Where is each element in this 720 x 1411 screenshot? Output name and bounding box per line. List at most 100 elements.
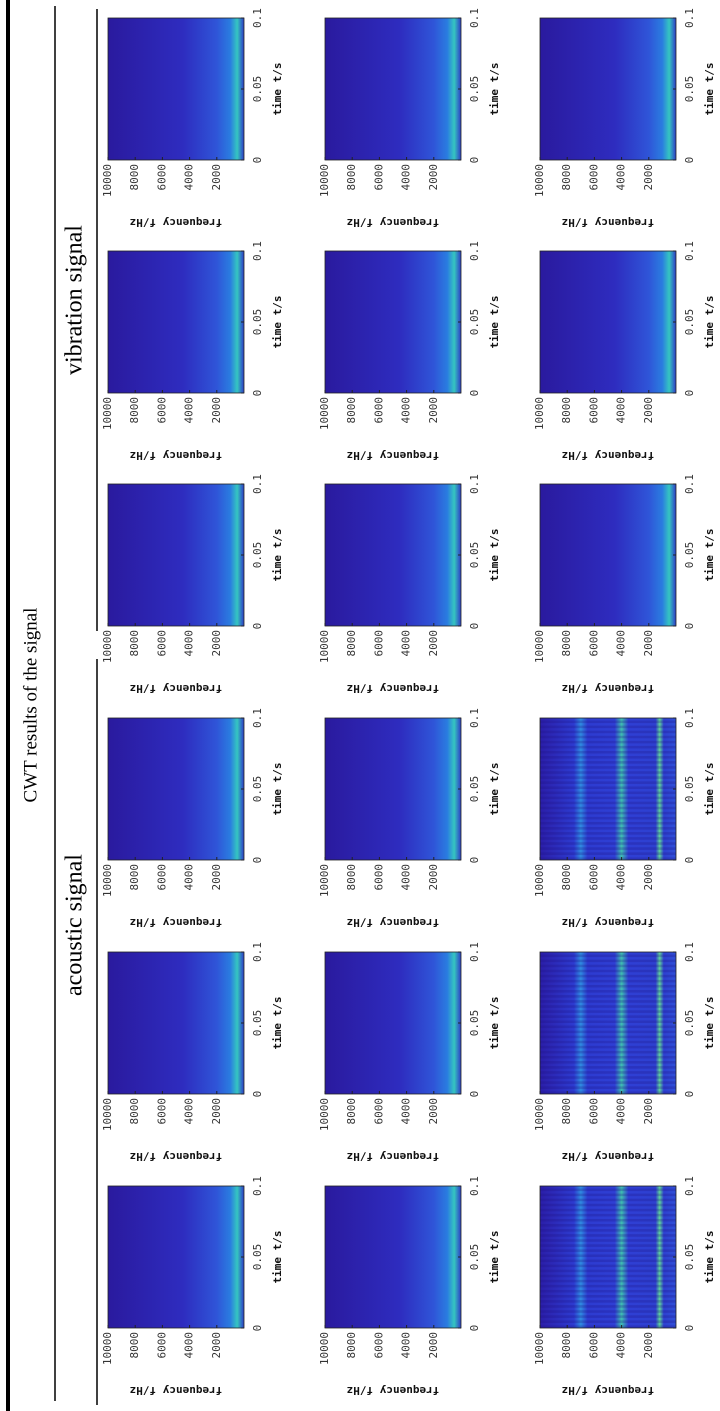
x-tick-label: 0	[251, 1325, 264, 1332]
x-tick-label: 0.1	[683, 942, 696, 962]
cwt-texture	[540, 832, 676, 835]
y-tick-label: 10000	[101, 864, 114, 897]
y-tick-label: 8000	[560, 164, 573, 191]
cwt-texture	[540, 776, 676, 779]
x-tick-label: 0	[468, 390, 481, 397]
y-axis-label: frequency f/Hz	[130, 682, 223, 695]
y-axis-label: frequency f/Hz	[347, 216, 440, 229]
x-axis-label: time t/s	[703, 1231, 716, 1284]
x-axis-label: time t/s	[271, 763, 284, 816]
x-tick-label: 0.1	[683, 474, 696, 494]
y-tick-label: 10000	[101, 397, 114, 430]
cwt-texture	[540, 1310, 676, 1313]
cwt-texture	[540, 1280, 676, 1283]
y-axis-label: frequency f/Hz	[347, 1150, 440, 1163]
cwt-texture	[540, 766, 676, 769]
y-tick-label: 2000	[427, 397, 440, 424]
y-tick-label: 8000	[345, 397, 358, 424]
cwt-texture	[540, 995, 676, 998]
y-tick-label: 6000	[587, 164, 600, 191]
cwt-texture	[540, 1199, 676, 1202]
cwt-texture	[540, 1194, 676, 1197]
cwt-texture	[540, 1260, 676, 1263]
x-tick-label: 0	[468, 1091, 481, 1098]
x-tick-label: 0.1	[468, 8, 481, 28]
x-tick-label: 0.1	[683, 1176, 696, 1196]
cwt-texture	[540, 1061, 676, 1064]
x-axis-label: time t/s	[703, 763, 716, 816]
cwt-texture	[540, 1015, 676, 1018]
x-tick-label: 0.05	[468, 76, 481, 103]
y-tick-label: 8000	[560, 1332, 573, 1359]
y-tick-label: 6000	[372, 864, 385, 891]
cwt-texture	[540, 781, 676, 784]
y-tick-label: 10000	[101, 630, 114, 663]
x-axis-label: time t/s	[488, 763, 501, 816]
figure: CWT results of the signal acoustic signa…	[0, 0, 720, 1411]
y-axis-label: frequency f/Hz	[562, 1384, 655, 1397]
x-tick-label: 0.05	[468, 1010, 481, 1037]
cwt-texture	[540, 827, 676, 830]
cwt-texture	[540, 1000, 676, 1003]
y-tick-label: 4000	[400, 164, 413, 191]
cwt-texture	[540, 1290, 676, 1293]
y-tick-label: 6000	[155, 630, 168, 657]
y-tick-label: 8000	[345, 1332, 358, 1359]
y-axis-label: frequency f/Hz	[130, 1384, 223, 1397]
cwt-texture	[540, 1189, 676, 1192]
y-tick-label: 6000	[155, 864, 168, 891]
y-tick-label: 2000	[427, 164, 440, 191]
cwt-texture	[540, 807, 676, 810]
cwt-texture	[540, 1229, 676, 1232]
x-tick-label: 0.05	[683, 1244, 696, 1271]
x-tick-label: 0.05	[468, 776, 481, 803]
y-tick-label: 10000	[101, 1098, 114, 1131]
y-tick-label: 2000	[210, 1332, 223, 1359]
x-tick-label: 0	[468, 857, 481, 864]
cwt-texture	[540, 1315, 676, 1318]
x-tick-label: 0.1	[251, 1176, 264, 1196]
y-tick-label: 8000	[128, 1332, 141, 1359]
cwt-texture	[540, 960, 676, 963]
y-tick-label: 10000	[533, 164, 546, 197]
y-tick-label: 10000	[101, 164, 114, 197]
y-axis-label: frequency f/Hz	[130, 1150, 223, 1163]
y-tick-label: 8000	[345, 164, 358, 191]
cwt-texture	[540, 975, 676, 978]
cwt-texture	[540, 792, 676, 795]
cwt-texture	[540, 802, 676, 805]
y-tick-label: 4000	[400, 864, 413, 891]
x-tick-label: 0	[251, 857, 264, 864]
x-tick-label: 0.1	[251, 8, 264, 28]
cwt-image	[108, 18, 244, 160]
y-tick-label: 6000	[155, 1332, 168, 1359]
cwt-texture	[540, 852, 676, 855]
y-tick-label: 4000	[183, 630, 196, 657]
y-tick-label: 4000	[615, 164, 628, 191]
x-tick-label: 0.1	[683, 8, 696, 28]
cwt-texture	[540, 1076, 676, 1079]
y-axis-label: frequency f/Hz	[562, 449, 655, 462]
x-tick-label: 0.05	[468, 1244, 481, 1271]
y-tick-label: 6000	[372, 630, 385, 657]
cwt-texture	[540, 1204, 676, 1207]
y-tick-label: 10000	[533, 397, 546, 430]
x-tick-label: 0.1	[468, 241, 481, 261]
y-axis-label: frequency f/Hz	[347, 449, 440, 462]
x-tick-label: 0	[683, 390, 696, 397]
y-tick-label: 10000	[533, 630, 546, 663]
y-tick-label: 10000	[533, 1332, 546, 1365]
y-tick-label: 2000	[642, 164, 655, 191]
y-tick-label: 8000	[128, 164, 141, 191]
x-tick-label: 0	[683, 157, 696, 164]
y-axis-label: frequency f/Hz	[562, 1150, 655, 1163]
cwt-image	[325, 484, 461, 626]
cwt-texture	[540, 837, 676, 840]
y-axis-label: frequency f/Hz	[347, 916, 440, 929]
cwt-texture	[540, 741, 676, 744]
y-tick-label: 4000	[400, 630, 413, 657]
x-tick-label: 0.05	[683, 1010, 696, 1037]
x-tick-label: 0.1	[251, 474, 264, 494]
x-tick-label: 0.05	[683, 309, 696, 336]
group-label: vibration signal	[62, 225, 88, 375]
